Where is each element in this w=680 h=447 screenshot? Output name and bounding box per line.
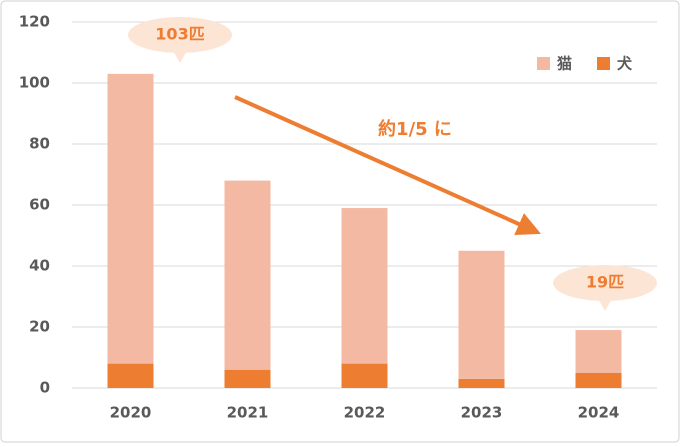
bar-segment (458, 250, 505, 379)
legend-swatch (537, 57, 550, 70)
bar-segment (107, 73, 154, 364)
callout (128, 17, 232, 53)
x-tick-label: 2024 (578, 404, 620, 422)
annotation: 19匹 (586, 273, 624, 292)
bar-segment (224, 369, 271, 388)
x-tick-label: 2023 (461, 404, 503, 422)
bar-segment (107, 363, 154, 388)
y-tick-label: 100 (19, 74, 50, 92)
annotation: 約1/5 に (378, 118, 452, 140)
y-tick-label: 60 (29, 196, 50, 214)
y-tick-label: 20 (29, 318, 50, 336)
y-tick-label: 0 (40, 379, 50, 397)
legend-label: 犬 (617, 55, 633, 73)
y-tick-label: 40 (29, 257, 50, 275)
legend-swatch (597, 57, 610, 70)
y-tick-label: 80 (29, 135, 50, 153)
bar-segment (575, 372, 622, 388)
callout (553, 265, 657, 301)
bar-segment (341, 208, 388, 364)
trend-arrow (234, 95, 541, 236)
x-tick-label: 2021 (227, 404, 269, 422)
bar-segment (575, 330, 622, 373)
y-tick-label: 120 (19, 13, 50, 31)
x-tick-label: 2020 (110, 404, 152, 422)
legend-label: 猫 (557, 55, 572, 73)
x-tick-label: 2022 (344, 404, 386, 422)
annotation: 103匹 (155, 25, 204, 44)
bar-segment (224, 180, 271, 370)
bar-segment (458, 378, 505, 388)
bar-segment (341, 363, 388, 388)
